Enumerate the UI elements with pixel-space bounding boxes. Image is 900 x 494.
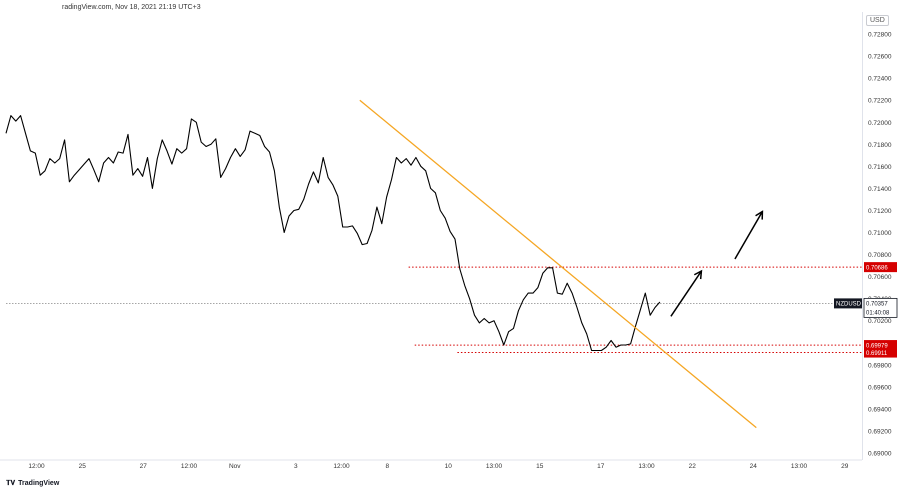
x-axis: 12:00 25 27 12:00 Nov 3 12:00 8 10 13:00 15 17 13:00… — [0, 459, 862, 470]
y-tick-label: 0.69000 — [868, 451, 892, 458]
projection-arrow — [670, 270, 703, 317]
x-tick-label: 13:00 — [486, 463, 503, 470]
price-badge — [863, 297, 898, 318]
y-tick-label: 0.72000 — [868, 120, 892, 127]
y-tick-label: 0.72200 — [868, 98, 892, 105]
price-series-line — [5, 115, 661, 352]
x-tick-label: 24 — [750, 463, 758, 470]
x-tick-label: 25 — [79, 463, 87, 470]
y-tick-label: 0.71400 — [868, 186, 892, 193]
x-tick-label: 3 — [294, 463, 298, 470]
x-tick-label: 12:00 — [181, 463, 198, 470]
y-tick-label: 0.71800 — [868, 142, 892, 149]
price-badges: 0.70686 0.69979 0.69911 NZDUSD 0.70357 01:40:… — [834, 262, 898, 358]
y-axis: 0.72800 0.72600 0.72400 0.72200 0.72000 0.718… — [868, 32, 892, 458]
footer-brand: 𝐓𝐕 TradingView — [6, 479, 59, 488]
x-tick-label: 12:00 — [28, 463, 45, 470]
x-tick-label: 12:00 — [333, 463, 350, 470]
symbol-badge-label: NZDUSD — [836, 302, 862, 308]
series-layer — [5, 115, 661, 352]
chart-source-header: radingView.com, Nov 18, 2021 21:19 UTC+3 — [62, 4, 201, 11]
countdown-label: 01:40:08 — [866, 310, 890, 316]
brand-name: TradingView — [18, 480, 60, 487]
price-scale-separator — [862, 12, 863, 460]
y-tick-label: 0.69200 — [868, 428, 892, 435]
level-badge — [864, 340, 897, 351]
symbol-badge — [834, 298, 862, 309]
y-tick-label: 0.71600 — [868, 164, 892, 171]
y-tick-label: 0.69400 — [868, 406, 892, 413]
level-badge-label: 0.69979 — [866, 343, 888, 349]
y-tick-label: 0.72400 — [868, 76, 892, 83]
y-tick-label: 0.72600 — [868, 54, 892, 61]
y-tick-label: 0.70600 — [868, 274, 892, 281]
x-tick-label: 13:00 — [791, 463, 808, 470]
x-tick-label: 29 — [841, 463, 849, 470]
y-tick-label: 0.69800 — [868, 362, 892, 369]
y-tick-label: 0.71200 — [868, 208, 892, 215]
x-tick-label: 17 — [597, 463, 605, 470]
trendline — [359, 99, 757, 429]
level-badge-label: 0.70686 — [866, 265, 888, 271]
arrow-head-icon — [693, 269, 703, 280]
currency-label[interactable]: USD — [866, 15, 889, 26]
y-tick-label: 0.71000 — [868, 230, 892, 237]
x-tick-label: Nov — [229, 463, 241, 470]
x-tick-label: 27 — [140, 463, 148, 470]
x-tick-label: 8 — [385, 463, 389, 470]
y-tick-label: 0.70800 — [868, 252, 892, 259]
y-tick-label: 0.69600 — [868, 384, 892, 391]
y-tick-label: 0.70200 — [868, 318, 892, 325]
tradingview-logo-icon: 𝐓𝐕 — [6, 479, 16, 487]
x-tick-label: 15 — [536, 463, 544, 470]
level-badge — [864, 262, 897, 273]
level-badge-label: 0.69911 — [866, 351, 888, 357]
x-tick-label: 10 — [445, 463, 453, 470]
current-price-label: 0.70357 — [866, 302, 888, 308]
arrow-head-icon — [755, 210, 764, 220]
x-tick-label: 22 — [689, 463, 697, 470]
level-badge — [864, 347, 897, 358]
y-tick-label: 0.72800 — [868, 32, 892, 39]
annotation-layer — [359, 99, 764, 429]
levels-layer — [6, 266, 862, 354]
x-tick-label: 13:00 — [638, 463, 655, 470]
projection-arrow — [734, 211, 764, 260]
